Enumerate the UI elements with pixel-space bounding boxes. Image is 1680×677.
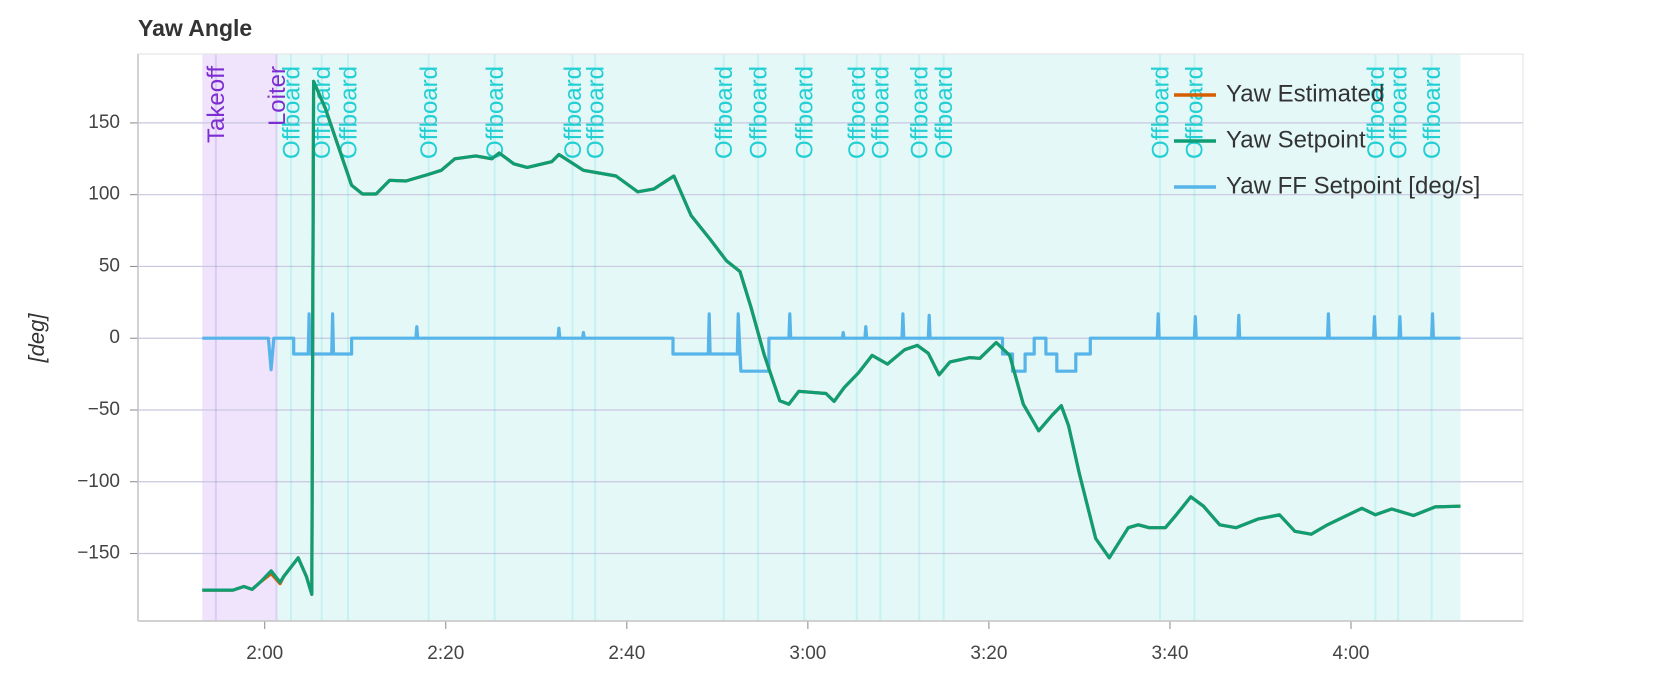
- x-tick-label: 4:00: [1333, 643, 1370, 664]
- plot-frame: [137, 53, 1524, 622]
- y-tick-label: 100: [88, 184, 120, 205]
- y-tick-label: 150: [88, 112, 120, 133]
- mode-label: Takeoff: [203, 66, 230, 143]
- y-tick-label: −150: [77, 543, 120, 564]
- x-tick-label: 2:20: [427, 643, 464, 664]
- series-line: [202, 312, 1461, 373]
- mode-label: Offboard: [1363, 66, 1390, 159]
- legend-label: Yaw Setpoint: [1226, 126, 1366, 153]
- mode-label: Offboard: [1419, 66, 1446, 159]
- mode-label: Offboard: [711, 66, 738, 159]
- mode-label: Offboard: [868, 66, 895, 159]
- x-tick-label: 2:00: [246, 643, 283, 664]
- y-tick-label: −50: [88, 399, 120, 420]
- y-tick-label: −100: [77, 471, 120, 492]
- legend-label: Yaw FF Setpoint [deg/s]: [1226, 172, 1480, 199]
- chart-title: Yaw Angle: [138, 15, 252, 41]
- mode-label: Offboard: [931, 66, 958, 159]
- mode-label: Offboard: [1147, 66, 1174, 159]
- x-tick-label: 3:00: [789, 643, 826, 664]
- mode-label: Offboard: [844, 66, 871, 159]
- series-line: [202, 79, 1461, 596]
- y-axis-label: [deg]: [24, 313, 49, 364]
- mode-label: Offboard: [745, 66, 772, 159]
- mode-label: Offboard: [907, 66, 934, 159]
- mode-label: Loiter: [264, 66, 291, 126]
- y-tick-label: 50: [99, 255, 120, 276]
- legend-label: Yaw Estimated: [1226, 80, 1384, 107]
- x-tick-label: 3:20: [970, 643, 1007, 664]
- mode-label: Offboard: [416, 66, 443, 159]
- mode-label: Offboard: [482, 66, 509, 159]
- mode-label: Offboard: [1385, 66, 1412, 159]
- mode-label: Offboard: [582, 66, 609, 159]
- x-tick-label: 2:40: [608, 643, 645, 664]
- mode-label: Offboard: [278, 66, 305, 159]
- y-tick-label: 0: [109, 327, 120, 348]
- x-tick-label: 3:40: [1151, 643, 1188, 664]
- mode-label: Offboard: [335, 66, 362, 159]
- mode-label: Offboard: [1182, 66, 1209, 159]
- mode-label: Offboard: [792, 66, 819, 159]
- mode-label: Offboard: [560, 66, 587, 159]
